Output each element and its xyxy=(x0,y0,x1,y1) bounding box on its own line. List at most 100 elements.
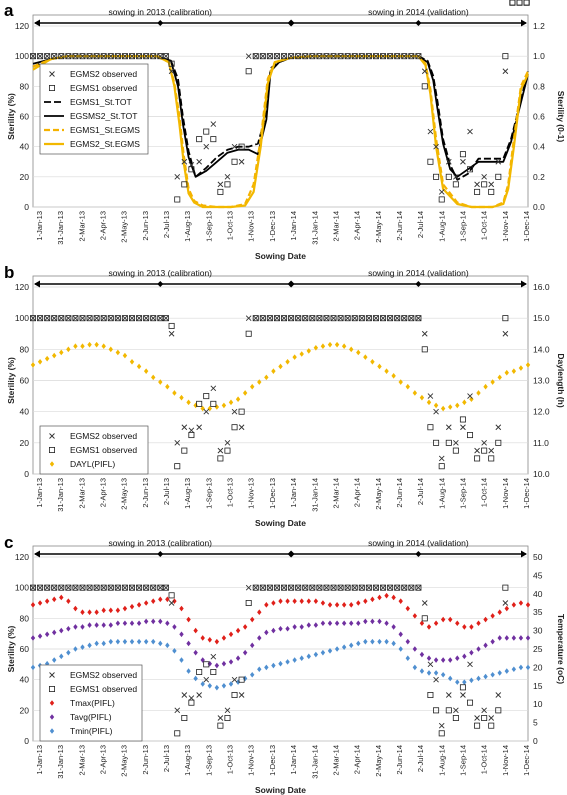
point-egms1-observed xyxy=(168,322,175,329)
point-tmin-pifl- xyxy=(504,668,509,674)
point-tavg-pifl- xyxy=(30,635,36,641)
point-egms1-observed xyxy=(358,315,365,322)
point-tmax-pifl- xyxy=(186,616,191,623)
point-egms1-observed xyxy=(128,584,135,591)
point-tmax-pifl- xyxy=(462,624,467,630)
point-egms1-observed xyxy=(408,584,415,591)
x-tick-label: 1-Aug-14 xyxy=(437,211,446,242)
point-egms2-observed xyxy=(86,584,93,591)
point-tavg-pifl- xyxy=(271,627,276,634)
point-egms2-observed xyxy=(100,53,107,59)
point-tmin-pifl- xyxy=(469,677,474,684)
point-egms1-observed xyxy=(309,53,316,60)
point-egms2-observed xyxy=(373,53,379,59)
point-egms1-observed xyxy=(174,196,181,203)
point-egms2-observed xyxy=(467,393,473,399)
point-egms1-observed xyxy=(330,584,337,591)
x-tick-label: 2-May-14 xyxy=(374,478,383,510)
point-egms1-observed xyxy=(150,584,157,591)
point-egms1-observed xyxy=(143,584,150,591)
point-tmax-pifl- xyxy=(518,600,524,606)
arrow-diamond xyxy=(157,281,164,287)
y2-tick-label: 0.6 xyxy=(533,112,545,122)
point-tmin-pifl- xyxy=(363,638,368,645)
point-dayl-pifl- xyxy=(143,368,149,374)
point-egms2-observed xyxy=(122,584,128,591)
point-tmin-pifl- xyxy=(433,670,439,676)
point-egms1-observed xyxy=(37,53,44,60)
point-dayl-pifl- xyxy=(377,363,382,370)
point-egms1-observed xyxy=(467,432,474,439)
x-tick-label: 2-Apr-14 xyxy=(353,211,362,240)
point-tavg-pifl- xyxy=(250,642,255,649)
point-egms1-observed xyxy=(474,722,481,729)
point-dayl-pifl- xyxy=(391,373,396,379)
x-tick-label: 2-Apr-14 xyxy=(353,478,362,507)
x-tick-label: 2-May-14 xyxy=(374,745,383,777)
y2-tick-label: 12.0 xyxy=(533,407,550,417)
point-egms1-observed xyxy=(452,715,459,722)
point-dayl-pifl- xyxy=(448,404,453,410)
point-dayl-pifl- xyxy=(73,343,78,350)
point-egms2-observed xyxy=(337,53,344,59)
point-egms2-observed xyxy=(136,315,142,321)
point-egms2-observed xyxy=(495,424,502,431)
point-egms1-observed xyxy=(421,615,428,622)
y-axis-title: Sterility (%) xyxy=(6,357,16,404)
x-tick-label: 1-Dec-14 xyxy=(522,211,531,242)
point-egms2-observed xyxy=(79,315,86,321)
point-egms1-observed xyxy=(459,151,466,158)
point-tavg-pifl- xyxy=(511,635,517,641)
arrow-mid-diamond xyxy=(287,550,295,558)
point-egms1-observed xyxy=(252,584,259,591)
x-tick-label: 2-Jul-14 xyxy=(416,478,425,505)
point-tmax-pifl- xyxy=(44,598,50,604)
point-dayl-pifl- xyxy=(37,359,43,365)
point-egms2-observed xyxy=(323,315,330,321)
y2-tick-label: 25 xyxy=(533,644,543,654)
point-tmax-pifl- xyxy=(398,598,403,604)
point-egms1-observed xyxy=(224,715,231,722)
legend-label-egms2-observed: EGMS2 observed xyxy=(70,69,137,79)
point-dayl-pifl- xyxy=(30,362,36,368)
point-tavg-pifl- xyxy=(228,659,234,665)
point-egms2-observed xyxy=(231,143,238,150)
point-dayl-pifl- xyxy=(412,390,418,396)
point-dayl-pifl- xyxy=(327,341,333,348)
point-dayl-pifl- xyxy=(172,390,177,396)
point-egms2-observed xyxy=(238,692,245,698)
point-tmax-pifl- xyxy=(73,605,78,612)
point-dayl-pifl- xyxy=(483,383,488,390)
x-tick-label: 2-Mar-14 xyxy=(331,478,340,508)
x-tick-label: 31-Jan-14 xyxy=(310,211,319,245)
point-dayl-pifl- xyxy=(221,402,227,409)
point-tmax-pifl- xyxy=(469,624,474,630)
point-dayl-pifl- xyxy=(469,396,474,402)
point-egms1-observed xyxy=(231,424,238,431)
point-egms2-observed xyxy=(316,53,323,59)
legend-label-tmin-pifl-: Tmin(PIFL) xyxy=(70,726,113,736)
point-dayl-pifl- xyxy=(462,399,467,406)
point-dayl-pifl- xyxy=(115,349,121,356)
point-dayl-pifl- xyxy=(426,399,432,406)
point-tmin-pifl- xyxy=(511,666,517,673)
point-egms1-observed xyxy=(93,315,100,322)
point-egms1-observed xyxy=(266,315,273,322)
point-tmax-pifl- xyxy=(235,627,241,634)
point-egms2-observed xyxy=(387,584,393,591)
point-egms1-observed xyxy=(281,53,288,60)
point-tavg-pifl- xyxy=(214,662,220,669)
point-tmax-pifl- xyxy=(264,602,269,608)
point-egms1-observed xyxy=(231,158,238,165)
point-egms2-observed xyxy=(366,584,372,591)
point-tmax-pifl- xyxy=(122,605,128,612)
point-egms2-observed xyxy=(408,584,415,591)
point-egms1-observed xyxy=(516,0,523,6)
point-egms1-observed xyxy=(502,584,509,591)
x-tick-label: 2-May-13 xyxy=(120,745,129,777)
y-tick-label: 80 xyxy=(20,613,30,623)
point-egms2-observed xyxy=(174,707,181,714)
point-dayl-pifl- xyxy=(320,343,326,350)
point-egms2-observed xyxy=(252,315,259,321)
point-egms1-observed xyxy=(288,53,295,60)
